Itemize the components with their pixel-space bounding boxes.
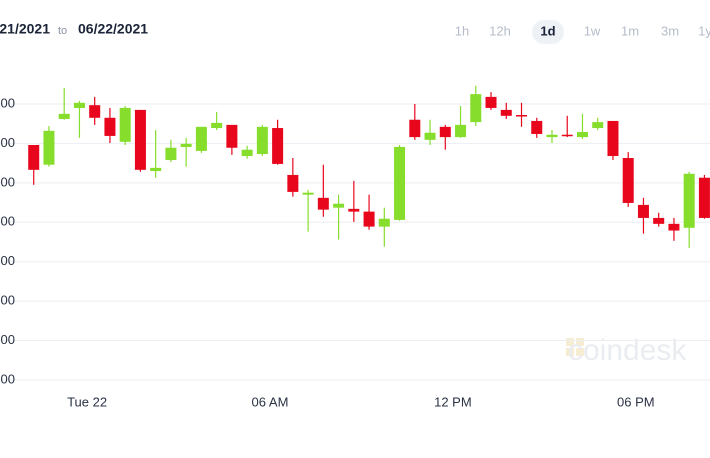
candle-body [134,109,146,170]
x-tick-label: 06 AM [252,394,289,409]
candle-body [546,134,558,138]
candle-body [287,174,299,192]
timeframe-button[interactable]: 3m [661,23,679,38]
candle-body [531,120,543,134]
candle-body [470,94,482,123]
candle-body [394,146,406,220]
y-tick-label: 30,000 [0,253,15,268]
candle-body [150,167,162,172]
y-tick-label: 27,000 [0,371,15,386]
y-tick-label: 33,000 [0,135,15,150]
candle-body [455,124,467,138]
watermark: coindesk [568,334,687,367]
candle-body [439,126,451,138]
range-word: to [58,25,67,37]
candle-body [592,122,604,129]
watermark-icon [576,348,584,356]
y-tick-label: 29,000 [0,293,15,308]
x-tick-label: 06 PM [617,394,655,409]
selected-pill [532,20,564,44]
candle-body [89,105,101,118]
candle-body [622,157,634,203]
candle-body [653,217,665,224]
candle-body [211,122,223,129]
y-tick-label: 28,000 [0,332,15,347]
x-tick-label: 12 PM [434,394,472,409]
candle-body [576,131,588,138]
end-date: 06/22/2021 [78,21,148,37]
watermark-icon [566,348,574,356]
candle-body [363,211,375,227]
timeframe-button[interactable]: 12h [489,23,511,38]
candle-body [516,115,528,117]
timeframe-button[interactable]: 1w [584,23,601,38]
candle-body [333,203,345,208]
timeframe-button[interactable]: 1d [540,23,555,38]
candle-body [424,132,436,140]
watermark-icon [576,338,584,346]
candle-body [500,109,512,116]
timeframe-button[interactable]: 1m [621,23,639,38]
candle-body [241,149,253,157]
candle-body [104,117,116,136]
candle-body [409,119,421,138]
y-tick-label: 32,000 [0,174,15,189]
y-tick-label: 31,000 [0,214,15,229]
y-tick-label: 34,000 [0,95,15,110]
candle-body [119,107,131,142]
candle-body [561,134,573,137]
candle-body [28,144,40,170]
candle-body [43,130,55,165]
timeframe-button[interactable]: 1h [455,23,469,38]
candle-body [668,223,680,231]
candle-body [195,126,207,151]
watermark-icon [566,338,574,346]
candle-body [302,192,314,195]
timeframe-button[interactable]: 1y [698,23,710,38]
candle-body [378,218,390,227]
start-date: 06/21/2021 [0,21,50,37]
candle-body [272,128,284,164]
candle-body [165,147,177,160]
candle-body [317,197,329,210]
candle-body [637,204,649,218]
candle-body [256,126,268,155]
x-tick-label: Tue 22 [67,394,107,409]
candle-body [485,96,497,108]
candle-body [698,177,710,218]
candle-body [683,173,695,228]
candle-body [348,208,360,212]
candle-body [226,124,238,148]
candle-body [180,143,192,147]
candle-body [607,120,619,157]
candle-body [73,102,85,108]
candle-body [58,113,70,119]
